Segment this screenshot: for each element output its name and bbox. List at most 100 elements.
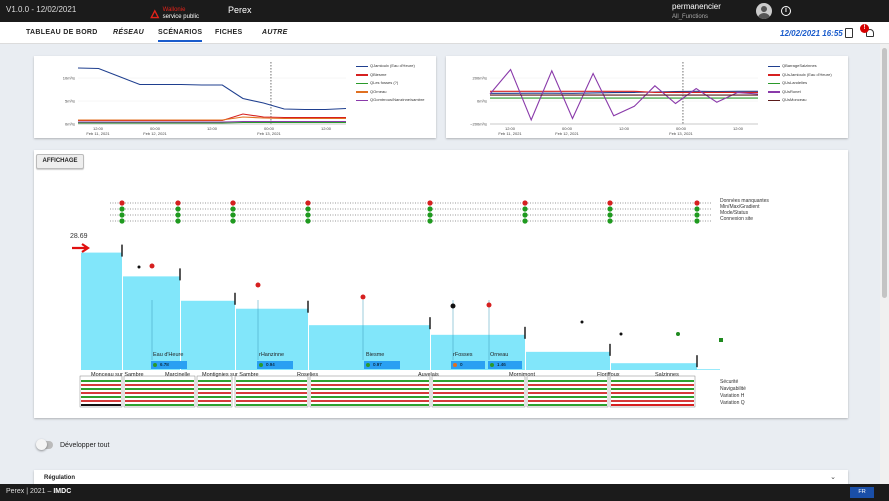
measure-point <box>360 294 366 300</box>
indicator-bar <box>81 380 121 382</box>
status-light-icon <box>522 218 528 224</box>
tributary-value-pill[interactable]: 0 <box>451 361 485 369</box>
downstream-marker <box>719 338 723 342</box>
indicator-bar <box>81 400 121 402</box>
x-tick-label: 00:00 <box>264 126 275 131</box>
bell-icon[interactable] <box>866 29 874 37</box>
indicator-row-label: Navigabilité <box>720 386 746 392</box>
indicator-bar <box>236 404 307 406</box>
status-light-icon <box>694 200 700 206</box>
info-icon[interactable]: i <box>781 6 791 16</box>
station-label[interactable]: Mornimont <box>509 372 535 378</box>
affichage-button[interactable]: AFFICHAGE <box>36 154 84 169</box>
status-light-icon <box>694 206 700 212</box>
indicator-bar <box>611 388 694 390</box>
station-label[interactable]: Roselies <box>297 372 319 378</box>
tributary-value-pill[interactable]: 0.94 <box>257 361 293 369</box>
status-light-icon <box>694 212 700 218</box>
x-tick-label: 12:00 <box>207 126 218 131</box>
indicator-bar <box>311 384 429 386</box>
status-light-icon <box>427 212 433 218</box>
indicator-bar <box>125 384 194 386</box>
indicator-bar <box>611 380 694 382</box>
status-light-icon <box>522 200 528 206</box>
station-label[interactable]: Montignies sur Sambre <box>202 372 259 378</box>
language-selector[interactable]: FR <box>850 487 874 498</box>
tributary-value-pill[interactable]: 6.78 <box>151 361 187 369</box>
station-label[interactable]: Floriffoux <box>597 372 620 378</box>
series-line <box>78 121 346 124</box>
y-tick-label: 5m³/s <box>65 99 75 104</box>
regulation-panel[interactable]: Régulation ⌄ <box>34 470 848 486</box>
indicator-bar <box>528 400 607 402</box>
indicator-bar <box>528 380 607 382</box>
indicator-bar <box>311 388 429 390</box>
y-tick-label: 0m³/s <box>477 99 487 104</box>
tab-scenarios[interactable]: SCÉNARIOS <box>158 29 203 42</box>
status-light-icon <box>694 218 700 224</box>
chevron-down-icon[interactable]: ⌄ <box>830 474 836 481</box>
legend-item: QUsRonet <box>768 88 832 97</box>
y-tick-label: 200m³/s <box>473 76 487 81</box>
avatar[interactable] <box>756 3 772 19</box>
tab-reseau[interactable]: RÉSEAU <box>113 29 144 36</box>
series-line <box>77 67 347 111</box>
indicator-bar <box>433 404 524 406</box>
status-light-icon <box>119 200 125 206</box>
legend-item: QUsMonceau <box>768 96 832 105</box>
indicator-bar <box>198 388 231 390</box>
x-tick-label: Feb 13, 2021 <box>669 131 693 136</box>
measure-point <box>255 282 261 288</box>
measure-point <box>149 263 155 269</box>
water-level-bar <box>81 252 122 370</box>
indicator-bar <box>81 404 121 406</box>
station-label[interactable]: Marcinelle <box>165 372 191 378</box>
measure-point <box>137 265 141 269</box>
indicator-bar <box>433 400 524 402</box>
series-line <box>490 90 758 93</box>
indicator-bar <box>611 396 694 398</box>
status-dot-icon <box>259 363 263 367</box>
indicator-bar <box>311 396 429 398</box>
scrollbar[interactable] <box>880 44 889 484</box>
status-light-icon <box>607 206 613 212</box>
tab-fiches[interactable]: FICHES <box>215 29 243 36</box>
legend-item: QUsLandelies <box>768 79 832 88</box>
user-info[interactable]: permanencier All_Functions <box>672 2 721 22</box>
indicator-bar <box>198 380 231 382</box>
indicator-bar <box>311 380 429 382</box>
station-label[interactable]: Auvelais <box>418 372 439 378</box>
indicator-bar <box>125 396 194 398</box>
station-label[interactable]: Salzinnes <box>655 372 679 378</box>
station-label[interactable]: Monceau sur Sambre <box>91 372 144 378</box>
x-tick-label: 12:00 <box>505 126 516 131</box>
clipboard-icon[interactable] <box>845 28 853 38</box>
indicator-bar <box>528 384 607 386</box>
footer: Perex | 2021 – IMDC FR <box>0 484 889 501</box>
tab-autre[interactable]: AUTRE <box>262 29 288 36</box>
tab-tableau-de-bord[interactable]: TABLEAU DE BORD <box>26 29 98 36</box>
brand-line1: Wallonie <box>162 7 186 13</box>
indicator-bar <box>125 404 194 406</box>
scrollbar-thumb[interactable] <box>882 48 887 298</box>
tributary-value-pill[interactable]: 1.46 <box>488 361 522 369</box>
status-light-icon <box>230 212 236 218</box>
legend-item: QJamioulx (Eau d'Heure) <box>356 62 424 71</box>
indicator-bar <box>433 384 524 386</box>
toggle-knob[interactable] <box>36 439 47 450</box>
indicator-bar <box>125 380 194 382</box>
develop-all-label: Développer tout <box>60 442 110 449</box>
status-light-icon <box>175 206 181 212</box>
status-light-icon <box>427 218 433 224</box>
status-row-label: Données manquantes <box>720 198 769 204</box>
tributary-value-pill[interactable]: 0.97 <box>364 361 400 369</box>
status-dot-icon <box>453 363 457 367</box>
series-line <box>490 90 758 94</box>
indicator-bar <box>236 392 307 394</box>
indicator-bar <box>198 392 231 394</box>
regulation-label: Régulation <box>44 475 75 481</box>
indicator-bar <box>433 396 524 398</box>
x-tick-label: Feb 12, 2021 <box>143 131 167 136</box>
measure-point <box>486 302 492 308</box>
x-tick-label: 12:00 <box>733 126 744 131</box>
